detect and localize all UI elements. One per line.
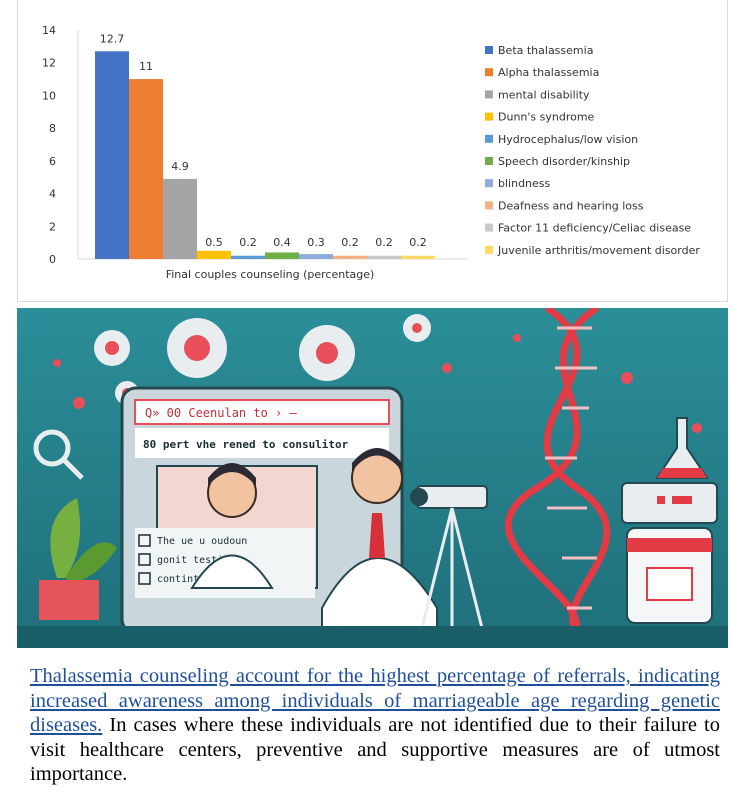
bar-chart: 0 2 4 6 8 10 12 14 12.7 11 4.9 0.5 0.2 0.4 0.3 0.2 0.2 0… [42, 24, 700, 281]
legend-entry: mental disability [498, 88, 590, 101]
bar-data-label: 0.5 [205, 236, 223, 249]
bar-data-label: 0.3 [307, 236, 325, 249]
y-tick-label: 12 [42, 57, 56, 70]
flask-icon [655, 417, 709, 479]
caption-link[interactable]: Thalassemia counseling account for the h… [30, 665, 720, 736]
y-tick-label: 6 [49, 155, 56, 168]
dna-rungs [545, 326, 597, 610]
legend-entry: Hydrocephalus/low vision [498, 133, 638, 146]
legend-swatch [485, 90, 493, 99]
bar-data-label: 11 [139, 60, 153, 73]
bar [333, 255, 367, 259]
bar [299, 254, 333, 259]
bar [401, 255, 435, 259]
legend-swatch [485, 134, 493, 143]
camera-icon [410, 485, 488, 629]
magnifier-icon [33, 429, 84, 480]
legend-entry: Deafness and hearing loss [498, 199, 644, 212]
bar-data-label: 12.7 [100, 32, 125, 45]
legend-entry: Dunn's syndrome [498, 111, 595, 124]
y-tick-label: 0 [49, 253, 56, 266]
caption-paragraph: Thalassemia counseling account for the h… [30, 664, 720, 787]
legend-entry: blindness [498, 177, 551, 190]
y-tick-label: 10 [42, 89, 56, 102]
legend-swatch [485, 223, 493, 232]
bar [231, 255, 265, 259]
y-tick-label: 4 [49, 188, 56, 201]
bar [265, 252, 299, 259]
bar [197, 250, 231, 259]
bars [95, 51, 435, 260]
bar-data-label: 0.2 [341, 236, 359, 249]
legend-swatch [485, 68, 493, 77]
chart-frame: 0 2 4 6 8 10 12 14 12.7 11 4.9 0.5 0.2 0.4 0.3 0.2 0.2 0… [17, 0, 728, 302]
doctor-figure [190, 448, 438, 648]
bar-labels: 12.7 11 4.9 0.5 0.2 0.4 0.3 0.2 0.2 0.2 [100, 32, 427, 249]
bar-data-label: 4.9 [171, 160, 189, 173]
x-axis-label: Final couples counseling (percentage) [166, 268, 375, 281]
legend-swatch [485, 112, 493, 121]
legend-entry: Beta thalassemia [498, 44, 593, 57]
checklist-item: gonit testing [157, 555, 235, 566]
checklist-item: contint [157, 574, 199, 585]
screen-title: Q» 00 Ceenulan to › — [145, 406, 297, 420]
lab-device [621, 482, 718, 624]
legend-entry: Factor 11 deficiency/Celiac disease [498, 222, 691, 235]
legend-swatch [485, 157, 493, 165]
y-tick-label: 14 [42, 24, 56, 37]
legend-entry: Alpha thalassemia [498, 66, 599, 79]
legend: Beta thalassemia Alpha thalassemia mental … [485, 44, 700, 257]
legend-entry: Speech disorder/kinship [498, 155, 630, 168]
bar [367, 255, 401, 259]
legend-swatch [485, 201, 493, 210]
legend-entry: Juvenile arthritis/movement disorder [497, 244, 700, 257]
legend-swatch [485, 46, 493, 54]
bar-data-label: 0.2 [409, 236, 427, 249]
legend-swatch [485, 179, 493, 188]
y-tick-label: 2 [49, 220, 56, 233]
screen-heading: 80 pert vhe rened to consulitor [143, 438, 349, 451]
bar [95, 51, 129, 260]
tablet-board: Q» 00 Ceenulan to › — 80 pert vhe rened … [120, 386, 404, 635]
plant-icon [39, 498, 117, 620]
bar-data-label: 0.4 [273, 236, 291, 249]
legend-swatch [485, 245, 493, 254]
y-tick-label: 8 [49, 122, 56, 135]
bar-data-label: 0.2 [239, 236, 257, 249]
checklist-item: The ue u oudoun [157, 536, 247, 547]
illustration-genetic-counseling: Q» 00 Ceenulan to › — 80 pert vhe rened … [17, 308, 728, 648]
bar [163, 178, 197, 259]
bar [129, 79, 163, 259]
bar-data-label: 0.2 [375, 236, 393, 249]
decor-dots [53, 334, 702, 433]
caption-body: In cases where these individuals are not… [30, 714, 720, 785]
